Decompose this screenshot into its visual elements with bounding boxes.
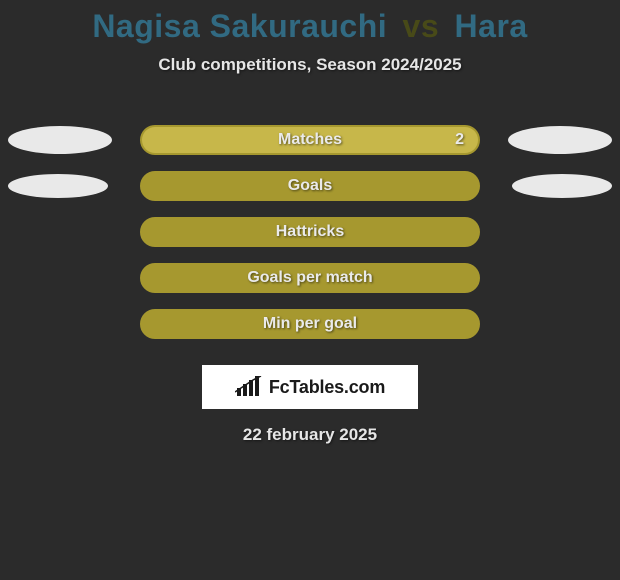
title-vs: vs: [403, 8, 440, 44]
bars-icon: [235, 376, 263, 398]
comparison-card: Nagisa Sakurauchi vs Hara Club competiti…: [0, 0, 620, 580]
player2-ellipse-icon: [508, 126, 612, 154]
stat-bar: Hattricks: [140, 217, 480, 247]
date-label: 22 february 2025: [0, 425, 620, 445]
stat-bar-value: 2: [455, 131, 464, 149]
stat-bar-label: Goals per match: [247, 269, 372, 287]
player1-ellipse-icon: [8, 126, 112, 154]
player1-ellipse-icon: [8, 174, 108, 198]
logo-inner: FcTables.com: [235, 376, 385, 398]
stat-bar: Goals: [140, 171, 480, 201]
stat-row-matches: Matches 2: [0, 117, 620, 163]
stat-bar: Goals per match: [140, 263, 480, 293]
page-title: Nagisa Sakurauchi vs Hara: [0, 0, 620, 45]
stat-bar: Min per goal: [140, 309, 480, 339]
title-player1: Nagisa Sakurauchi: [92, 8, 387, 44]
stat-rows: Matches 2 Goals Hattricks G: [0, 117, 620, 347]
stat-row-goals: Goals: [0, 163, 620, 209]
player2-ellipse-icon: [512, 174, 612, 198]
stat-row-min-per-goal: Min per goal: [0, 301, 620, 347]
title-player2: Hara: [455, 8, 528, 44]
stat-bar-label: Hattricks: [276, 223, 344, 241]
stat-bar-label: Matches: [278, 131, 342, 149]
stat-row-hattricks: Hattricks: [0, 209, 620, 255]
stat-bar: Matches 2: [140, 125, 480, 155]
stat-bar-label: Goals: [288, 177, 332, 195]
subtitle: Club competitions, Season 2024/2025: [0, 55, 620, 75]
stat-row-goals-per-match: Goals per match: [0, 255, 620, 301]
logo-text: FcTables.com: [269, 377, 385, 398]
source-logo: FcTables.com: [202, 365, 418, 409]
stat-bar-label: Min per goal: [263, 315, 357, 333]
